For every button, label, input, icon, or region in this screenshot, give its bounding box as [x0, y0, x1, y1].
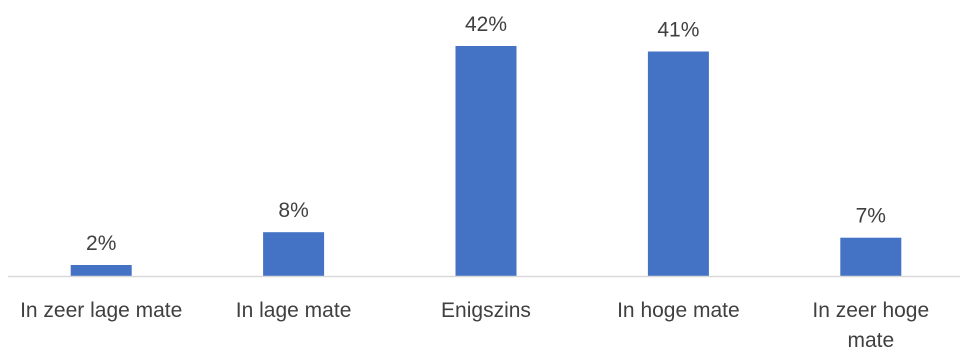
bar-2	[455, 46, 517, 276]
category-label-1: In lage mate	[236, 299, 352, 322]
category-labels-group: In zeer lage mate In lage mate Enigszins In…	[20, 299, 929, 352]
bar-4	[840, 237, 902, 276]
data-labels-group: 2% 8% 42% 41% 7%	[86, 13, 886, 255]
bar-0	[70, 265, 132, 276]
category-label-0: In zeer lage mate	[20, 299, 182, 322]
category-label-2: Enigszins	[441, 299, 531, 322]
data-label-1: 8%	[278, 199, 308, 222]
bar-3	[647, 51, 709, 276]
data-label-2: 42%	[465, 13, 507, 36]
data-label-4: 7%	[856, 205, 886, 228]
category-label-4: In zeer hoge mate	[812, 299, 929, 352]
data-label-3: 41%	[657, 19, 699, 42]
category-label-3: In hoge mate	[617, 299, 740, 322]
bars-group	[70, 46, 902, 276]
bar-1	[263, 232, 325, 276]
data-label-0: 2%	[86, 232, 116, 255]
